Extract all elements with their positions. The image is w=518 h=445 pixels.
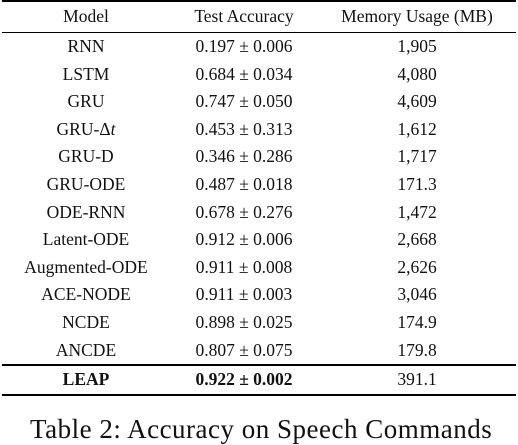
cell-model: GRU (67, 91, 105, 112)
table-caption: Table 2: Accuracy on Speech Commands (30, 414, 493, 444)
cell-model: GRU-D (58, 146, 114, 167)
cell-model: Latent-ODE (42, 229, 130, 250)
table-row: GRU-D 0.346 ± 0.286 1,717 (2, 143, 516, 171)
results-table-container: Model Test Accuracy Memory Usage (MB) RN… (2, 0, 516, 397)
cell-memory: 2,626 (397, 256, 437, 277)
cell-accuracy: 0.197 ± 0.006 (195, 36, 293, 57)
table-row: RNN 0.197 ± 0.006 1,905 (2, 33, 516, 61)
cell-model: ODE-RNN (46, 201, 126, 222)
header-memory-usage: Memory Usage (MB) (318, 0, 516, 33)
table-row: Latent-ODE 0.912 ± 0.006 2,668 (2, 226, 516, 254)
best-model-memory: 391.1 (318, 364, 516, 397)
cell-accuracy: 0.678 ± 0.276 (195, 201, 293, 222)
best-model-accuracy: 0.922 ± 0.002 (170, 364, 318, 397)
cell-memory: 3,046 (397, 284, 437, 305)
best-model-row: LEAP 0.922 ± 0.002 391.1 (2, 364, 516, 397)
cell-memory: 4,080 (397, 63, 437, 84)
cell-memory: 4,609 (397, 91, 437, 112)
cell-model: GRU-Δt (56, 118, 116, 139)
header-model: Model (2, 0, 170, 33)
cell-model: Augmented-ODE (24, 256, 148, 277)
table-row: ODE-RNN 0.678 ± 0.276 1,472 (2, 199, 516, 227)
cell-memory: 1,472 (397, 201, 437, 222)
table-row: ACE-NODE 0.911 ± 0.003 3,046 (2, 281, 516, 309)
cell-accuracy: 0.911 ± 0.008 (195, 256, 293, 277)
cell-memory: 179.8 (397, 339, 437, 360)
best-model-name: LEAP (2, 364, 170, 397)
table-row: ANCDE 0.807 ± 0.075 179.8 (2, 337, 516, 366)
cell-accuracy: 0.898 ± 0.025 (195, 311, 293, 332)
cell-accuracy: 0.747 ± 0.050 (195, 91, 293, 112)
cell-accuracy: 0.346 ± 0.286 (195, 146, 293, 167)
table-row: NCDE 0.898 ± 0.025 174.9 (2, 309, 516, 337)
cell-model: RNN (67, 36, 105, 57)
cell-model: ANCDE (55, 339, 117, 360)
header-test-accuracy: Test Accuracy (170, 0, 318, 33)
cell-accuracy: 0.912 ± 0.006 (195, 229, 293, 250)
cell-memory: 2,668 (397, 229, 437, 250)
table-header-row: Model Test Accuracy Memory Usage (MB) (2, 0, 516, 33)
cell-accuracy: 0.807 ± 0.075 (195, 339, 293, 360)
cell-memory: 171.3 (397, 174, 437, 195)
table-row: GRU 0.747 ± 0.050 4,609 (2, 88, 516, 116)
cell-model: LSTM (62, 63, 110, 84)
cell-model: GRU-ODE (46, 174, 126, 195)
table-row: LSTM 0.684 ± 0.034 4,080 (2, 61, 516, 89)
cell-accuracy: 0.684 ± 0.034 (195, 63, 293, 84)
cell-accuracy: 0.453 ± 0.313 (195, 118, 293, 139)
cell-memory: 1,717 (397, 146, 437, 167)
table-row: GRU-ODE 0.487 ± 0.018 171.3 (2, 171, 516, 199)
cell-memory: 1,612 (397, 118, 437, 139)
cell-model: ACE-NODE (41, 284, 131, 305)
cell-accuracy: 0.487 ± 0.018 (195, 174, 293, 195)
cell-accuracy: 0.911 ± 0.003 (195, 284, 293, 305)
cell-model: NCDE (62, 311, 110, 332)
cell-memory: 1,905 (397, 36, 437, 57)
table-row: GRU-Δt 0.453 ± 0.313 1,612 (2, 116, 516, 144)
results-table: Model Test Accuracy Memory Usage (MB) RN… (2, 0, 516, 397)
cell-memory: 174.9 (397, 311, 437, 332)
table-row: Augmented-ODE 0.911 ± 0.008 2,626 (2, 254, 516, 282)
